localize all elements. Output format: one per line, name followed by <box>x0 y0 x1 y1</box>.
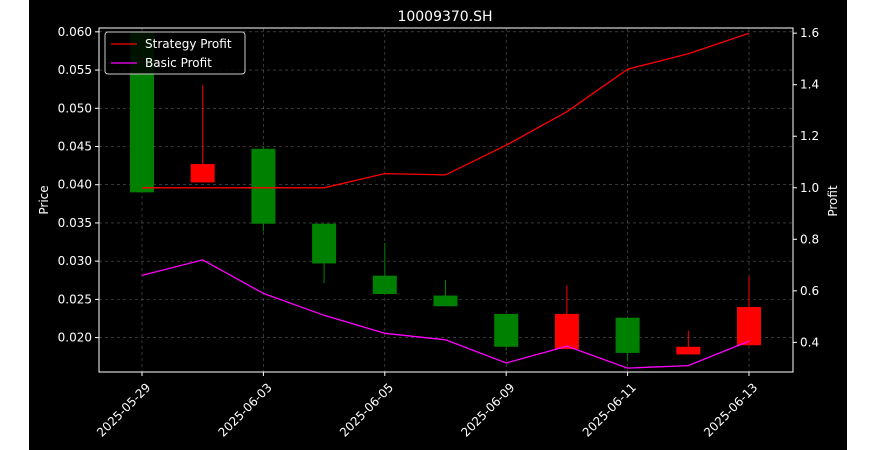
profit-lines <box>141 32 750 369</box>
left-tick-label-7: 0.055 <box>58 63 92 77</box>
series-line-0 <box>142 32 750 189</box>
candles <box>130 31 761 362</box>
candle-body-10 <box>737 307 761 346</box>
plot-frame <box>98 27 794 373</box>
candle-body-9 <box>676 346 701 355</box>
left-tick-label-8: 0.060 <box>58 25 92 39</box>
right-tick-label-2: 0.8 <box>800 232 819 246</box>
candle-body-2 <box>251 148 276 224</box>
right-tick-label-4: 1.2 <box>800 129 819 143</box>
right-tick-label-0: 0.4 <box>800 335 819 349</box>
candle-body-1 <box>190 164 215 183</box>
left-tick-label-5: 0.045 <box>58 139 92 153</box>
left-tick-label-2: 0.030 <box>58 254 92 268</box>
candle-body-5 <box>433 295 458 307</box>
legend-label-basic: Basic Profit <box>145 56 212 70</box>
left-tick-label-3: 0.035 <box>58 216 92 230</box>
left-tick-label-1: 0.025 <box>58 292 92 306</box>
right-tick-label-6: 1.6 <box>800 26 819 40</box>
right-tick-label-3: 1.0 <box>800 181 819 195</box>
candle-body-4 <box>372 275 397 295</box>
x-tick-label-3: 2025-06-09 <box>458 380 517 439</box>
left-tick-label-4: 0.040 <box>58 178 92 192</box>
x-tick-label-2: 2025-06-05 <box>337 380 396 439</box>
legend: Strategy Profit Basic Profit <box>104 31 246 75</box>
right-axis-label: Profit <box>826 185 840 217</box>
series-line-1 <box>141 259 750 369</box>
candle-body-6 <box>494 313 519 347</box>
right-tick-label-1: 0.6 <box>800 284 819 298</box>
chart-title: 10009370.SH <box>397 9 492 25</box>
legend-box <box>104 31 246 75</box>
left-y-axis: 0.020 0.025 0.030 0.035 0.040 0.045 0.050 0.055… <box>58 25 99 345</box>
left-tick-label-0: 0.020 <box>58 331 92 345</box>
legend-label-strategy: Strategy Profit <box>145 37 232 51</box>
right-tick-label-5: 1.4 <box>800 78 819 92</box>
chart-figure: 10009370.SH 0.020 0.025 0.030 0.035 0.040 0.0… <box>29 0 847 450</box>
x-tick-label-5: 2025-06-13 <box>701 380 760 439</box>
grid-lines <box>99 28 793 372</box>
x-axis: 2025-05-29 2025-06-03 2025-06-05 2025-06-09… <box>94 372 760 440</box>
candle-body-7 <box>554 313 579 350</box>
x-tick-label-0: 2025-05-29 <box>94 380 153 439</box>
x-tick-label-1: 2025-06-03 <box>216 380 275 439</box>
candle-body-8 <box>615 317 640 353</box>
left-axis-label: Price <box>37 185 51 214</box>
x-tick-label-4: 2025-06-11 <box>580 380 639 439</box>
candle-body-3 <box>312 223 337 264</box>
candlestick-chart: 10009370.SH 0.0200.0250.0300.0350.0400.0… <box>37 9 840 440</box>
left-tick-label-6: 0.050 <box>58 101 92 115</box>
right-y-axis: 0.4 0.6 0.8 1.0 1.2 1.4 1.6 <box>793 26 819 349</box>
